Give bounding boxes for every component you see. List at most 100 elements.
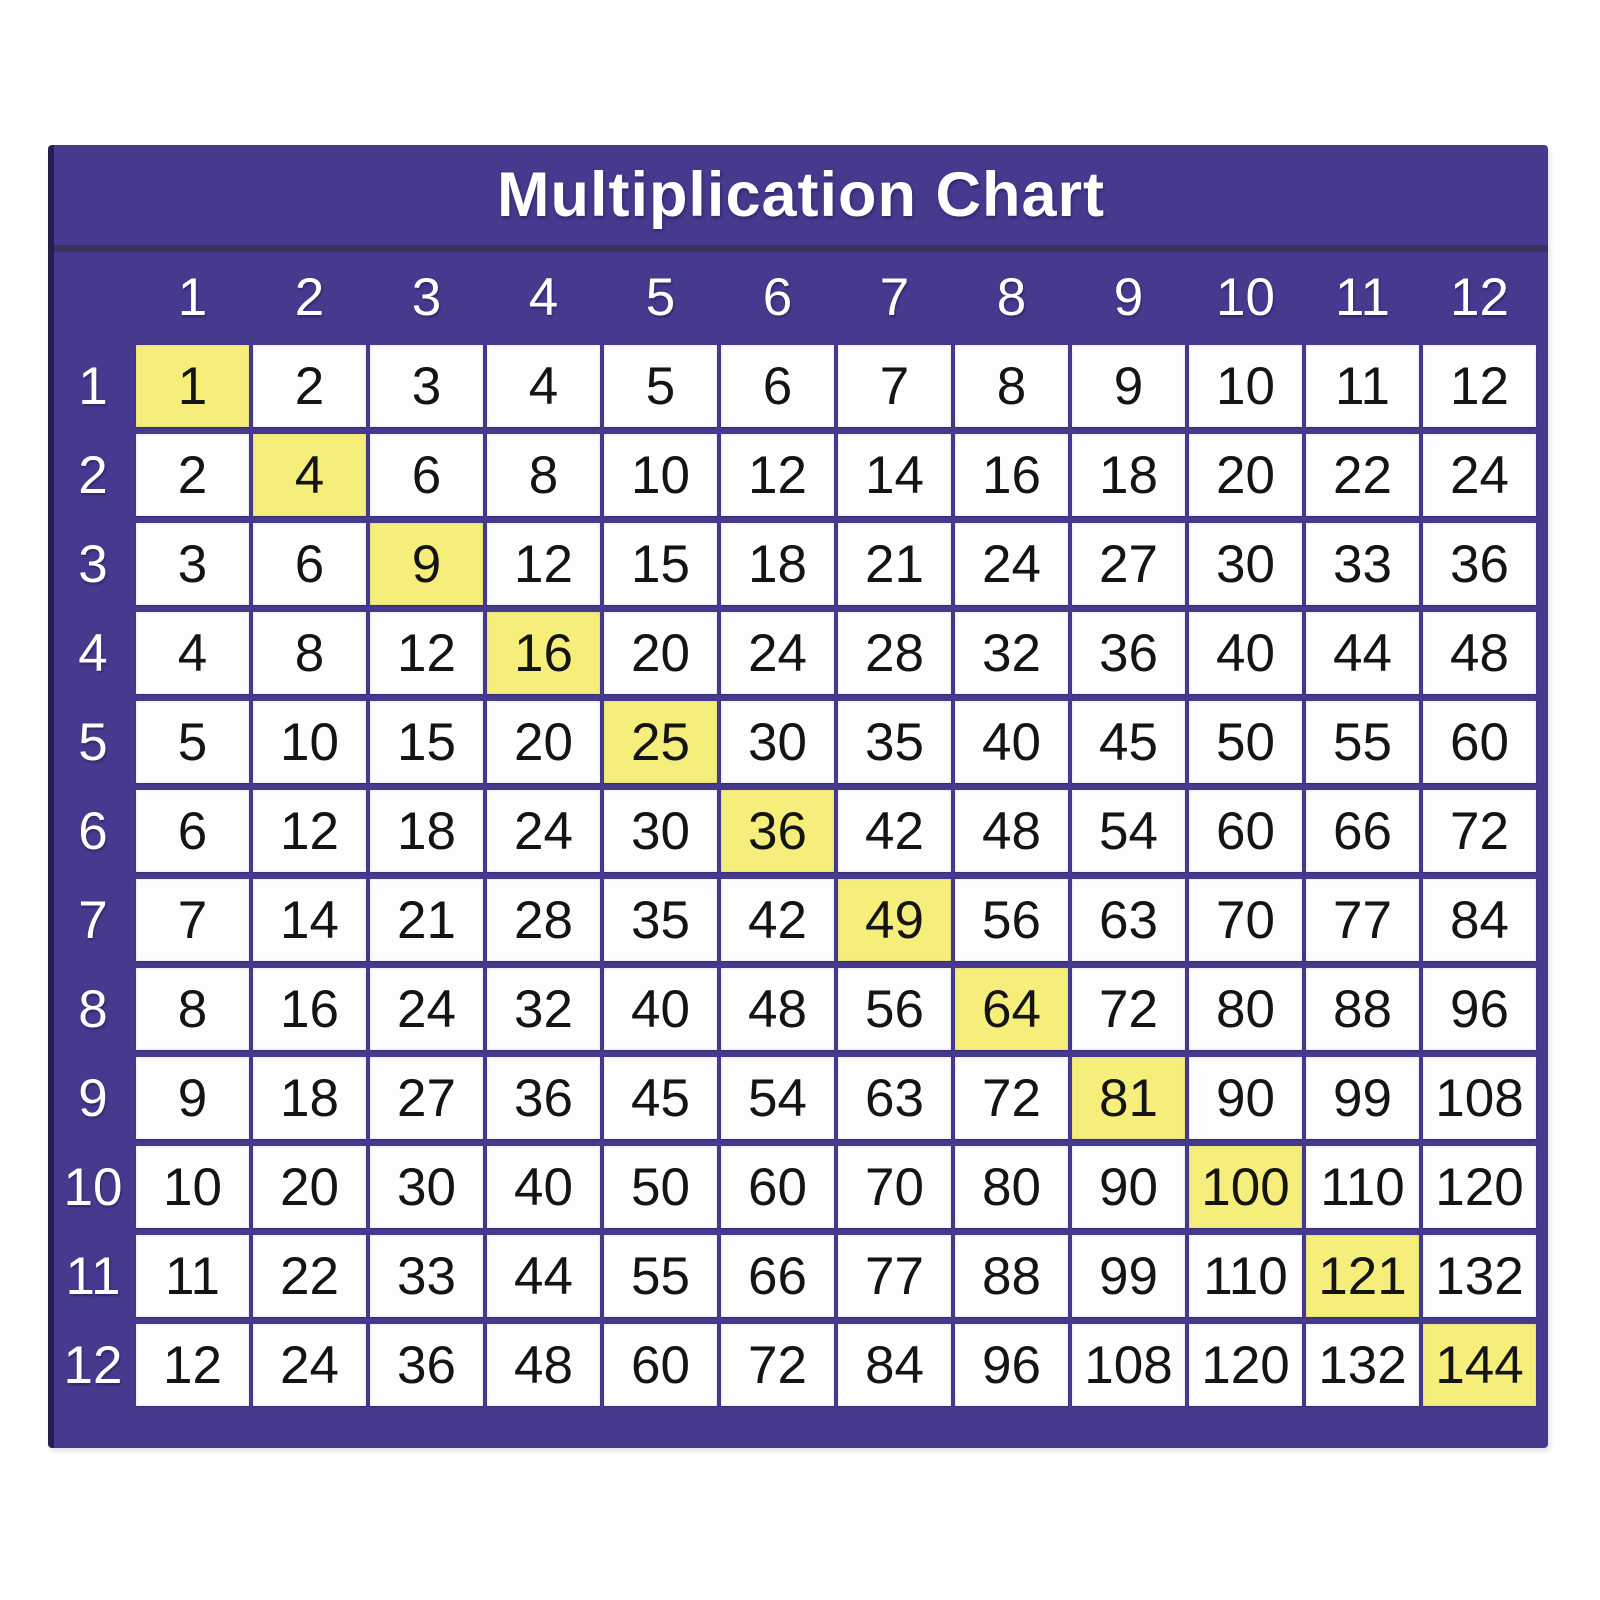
- product-cell: 88: [955, 1235, 1068, 1317]
- product-cell: 24: [955, 523, 1068, 605]
- col-header-12: 12: [1450, 267, 1509, 327]
- product-cell: 24: [1423, 434, 1536, 516]
- product-cell: 40: [1189, 612, 1302, 694]
- product-cell-highlighted: 144: [1423, 1324, 1536, 1406]
- product-cell: 120: [1189, 1324, 1302, 1406]
- product-cell: 6: [370, 434, 483, 516]
- row-header-4: 4: [78, 623, 108, 683]
- corner-spacer: [54, 256, 132, 338]
- product-cell: 20: [604, 612, 717, 694]
- product-cell: 2: [253, 345, 366, 427]
- product-cell: 11: [1306, 345, 1419, 427]
- product-cell: 24: [487, 790, 600, 872]
- product-cell: 70: [838, 1146, 951, 1228]
- product-cell: 35: [604, 879, 717, 961]
- product-cell: 18: [1072, 434, 1185, 516]
- product-cell: 15: [370, 701, 483, 783]
- product-cell: 4: [136, 612, 249, 694]
- product-cell: 40: [955, 701, 1068, 783]
- col-header-5: 5: [645, 267, 676, 327]
- product-cell: 40: [487, 1146, 600, 1228]
- product-cell: 8: [955, 345, 1068, 427]
- product-cell: 10: [1189, 345, 1302, 427]
- product-cell: 50: [1189, 701, 1302, 783]
- product-cell: 24: [370, 968, 483, 1050]
- product-cell: 6: [721, 345, 834, 427]
- product-cell: 10: [253, 701, 366, 783]
- product-cell: 48: [955, 790, 1068, 872]
- product-cell: 72: [1423, 790, 1536, 872]
- product-cell: 50: [604, 1146, 717, 1228]
- product-cell: 54: [1072, 790, 1185, 872]
- product-cell: 55: [1306, 701, 1419, 783]
- product-cell: 60: [1423, 701, 1536, 783]
- row-header-12: 12: [63, 1335, 123, 1395]
- product-cell: 32: [955, 612, 1068, 694]
- product-cell: 42: [838, 790, 951, 872]
- product-cell: 77: [838, 1235, 951, 1317]
- product-cell: 7: [838, 345, 951, 427]
- product-cell: 99: [1306, 1057, 1419, 1139]
- product-cell: 3: [370, 345, 483, 427]
- product-cell: 55: [604, 1235, 717, 1317]
- product-cell: 44: [1306, 612, 1419, 694]
- product-cell: 48: [721, 968, 834, 1050]
- product-cell: 45: [1072, 701, 1185, 783]
- product-cell: 120: [1423, 1146, 1536, 1228]
- product-cell: 22: [253, 1235, 366, 1317]
- product-cell-highlighted: 25: [604, 701, 717, 783]
- product-cell: 28: [838, 612, 951, 694]
- col-header-11: 11: [1334, 267, 1391, 327]
- product-cell: 48: [487, 1324, 600, 1406]
- product-cell-highlighted: 9: [370, 523, 483, 605]
- product-cell: 8: [136, 968, 249, 1050]
- product-cell: 66: [721, 1235, 834, 1317]
- product-cell: 36: [1423, 523, 1536, 605]
- product-cell: 21: [838, 523, 951, 605]
- product-cell: 14: [838, 434, 951, 516]
- product-cell: 8: [487, 434, 600, 516]
- product-cell-highlighted: 64: [955, 968, 1068, 1050]
- product-cell: 18: [721, 523, 834, 605]
- product-cell: 14: [253, 879, 366, 961]
- row-header-8: 8: [78, 979, 108, 1039]
- product-cell: 56: [838, 968, 951, 1050]
- product-cell: 6: [253, 523, 366, 605]
- product-cell: 96: [1423, 968, 1536, 1050]
- product-cell: 54: [721, 1057, 834, 1139]
- product-cell: 60: [1189, 790, 1302, 872]
- product-cell: 20: [253, 1146, 366, 1228]
- product-cell: 24: [721, 612, 834, 694]
- col-header-4: 4: [528, 267, 559, 327]
- product-cell: 9: [1072, 345, 1185, 427]
- col-header-6: 6: [762, 267, 793, 327]
- product-cell-highlighted: 100: [1189, 1146, 1302, 1228]
- col-header-8: 8: [996, 267, 1027, 327]
- product-cell: 2: [136, 434, 249, 516]
- product-cell: 21: [370, 879, 483, 961]
- col-header-2: 2: [294, 267, 325, 327]
- col-header-9: 9: [1113, 267, 1144, 327]
- product-cell-highlighted: 49: [838, 879, 951, 961]
- product-cell: 5: [136, 701, 249, 783]
- product-cell: 132: [1423, 1235, 1536, 1317]
- product-cell: 80: [955, 1146, 1068, 1228]
- product-cell: 27: [370, 1057, 483, 1139]
- row-header-9: 9: [78, 1068, 108, 1128]
- product-cell: 16: [253, 968, 366, 1050]
- title-band: Multiplication Chart: [54, 145, 1548, 252]
- product-cell: 72: [1072, 968, 1185, 1050]
- product-cell: 30: [370, 1146, 483, 1228]
- col-header-3: 3: [411, 267, 442, 327]
- product-cell: 12: [253, 790, 366, 872]
- product-cell: 27: [1072, 523, 1185, 605]
- product-cell: 48: [1423, 612, 1536, 694]
- product-cell: 90: [1072, 1146, 1185, 1228]
- product-cell-highlighted: 16: [487, 612, 600, 694]
- product-cell: 40: [604, 968, 717, 1050]
- chart-title: Multiplication Chart: [497, 160, 1105, 230]
- product-cell: 12: [136, 1324, 249, 1406]
- product-cell: 36: [487, 1057, 600, 1139]
- product-cell: 80: [1189, 968, 1302, 1050]
